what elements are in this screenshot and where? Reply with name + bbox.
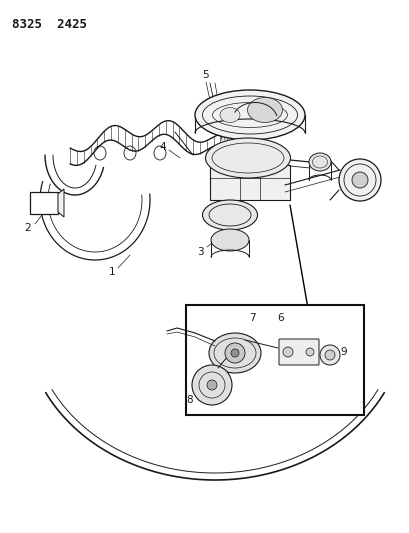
Circle shape xyxy=(191,365,231,405)
Text: 9: 9 xyxy=(340,347,346,357)
Ellipse shape xyxy=(308,153,330,171)
Text: 2: 2 xyxy=(25,223,31,233)
Circle shape xyxy=(319,345,339,365)
Circle shape xyxy=(225,343,245,363)
Text: 6: 6 xyxy=(277,313,283,323)
Circle shape xyxy=(351,172,367,188)
Ellipse shape xyxy=(202,200,257,230)
Polygon shape xyxy=(58,189,64,217)
Bar xyxy=(186,305,363,415)
Ellipse shape xyxy=(247,98,282,123)
Bar xyxy=(209,165,289,200)
Text: 8: 8 xyxy=(186,395,193,405)
Circle shape xyxy=(230,349,238,357)
Ellipse shape xyxy=(195,90,304,140)
Ellipse shape xyxy=(205,138,290,178)
Circle shape xyxy=(324,350,334,360)
Ellipse shape xyxy=(220,108,239,123)
Text: 3: 3 xyxy=(196,247,203,257)
Ellipse shape xyxy=(338,159,380,201)
Circle shape xyxy=(207,380,216,390)
Bar xyxy=(30,192,58,214)
Ellipse shape xyxy=(211,229,248,251)
FancyBboxPatch shape xyxy=(278,339,318,365)
Text: 5: 5 xyxy=(202,70,209,80)
Text: 7: 7 xyxy=(248,313,255,323)
Text: 1: 1 xyxy=(108,267,115,277)
Ellipse shape xyxy=(209,333,261,373)
Circle shape xyxy=(282,347,292,357)
Text: 4: 4 xyxy=(159,142,166,152)
Text: 8325  2425: 8325 2425 xyxy=(12,18,87,31)
Circle shape xyxy=(305,348,313,356)
